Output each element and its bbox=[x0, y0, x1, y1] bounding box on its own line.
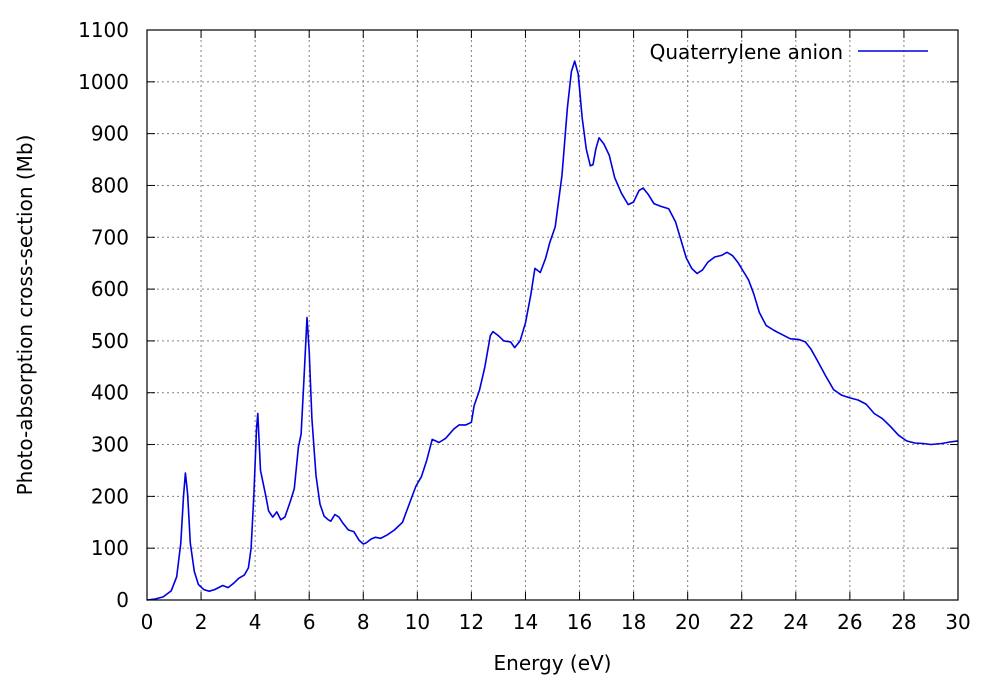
y-tick-label: 800 bbox=[91, 173, 129, 197]
y-tick-label: 300 bbox=[91, 433, 129, 457]
series-lines bbox=[146, 60, 959, 601]
x-tick-label: 4 bbox=[249, 610, 262, 634]
x-tick-label: 18 bbox=[621, 610, 646, 634]
x-tick-label: 16 bbox=[567, 610, 592, 634]
x-tick-label: 28 bbox=[891, 610, 916, 634]
y-tick-label: 900 bbox=[91, 122, 129, 146]
x-tick-label: 14 bbox=[513, 610, 538, 634]
y-axis-title: Photo-absorption cross-section (Mb) bbox=[13, 135, 37, 496]
x-tick-label: 0 bbox=[141, 610, 154, 634]
x-tick-label: 10 bbox=[405, 610, 430, 634]
axis-ticks bbox=[146, 29, 959, 601]
y-tick-label: 100 bbox=[91, 536, 129, 560]
y-tick-label: 1000 bbox=[78, 70, 129, 94]
x-tick-label: 12 bbox=[459, 610, 484, 634]
y-tick-label: 1100 bbox=[78, 18, 129, 42]
x-tick-labels: 0 2 4 6 8 10 12 14 16 18 20 22 24 26 28 30 bbox=[141, 610, 971, 634]
x-tick-label: 20 bbox=[675, 610, 700, 634]
x-tick-label: 22 bbox=[729, 610, 754, 634]
x-tick-label: 2 bbox=[195, 610, 208, 634]
x-tick-label: 26 bbox=[837, 610, 862, 634]
y-tick-label: 500 bbox=[91, 329, 129, 353]
plot-frame bbox=[146, 29, 959, 601]
y-tick-label: 0 bbox=[116, 588, 129, 612]
y-tick-label: 200 bbox=[91, 484, 129, 508]
x-tick-label: 6 bbox=[303, 610, 316, 634]
x-tick-label: 24 bbox=[783, 610, 808, 634]
series-line bbox=[146, 60, 959, 601]
x-tick-label: 30 bbox=[945, 610, 970, 634]
y-tick-label: 600 bbox=[91, 277, 129, 301]
y-tick-label: 700 bbox=[91, 225, 129, 249]
legend-label: Quaterrylene anion bbox=[650, 40, 843, 64]
y-tick-label: 400 bbox=[91, 381, 129, 405]
x-axis-title: Energy (eV) bbox=[494, 651, 612, 675]
x-tick-label: 8 bbox=[357, 610, 370, 634]
y-tick-labels: 0 100 200 300 400 500 600 700 800 900 1000 1100 bbox=[78, 18, 129, 612]
grid-lines bbox=[147, 30, 958, 600]
legend: Quaterrylene anion bbox=[650, 40, 928, 64]
